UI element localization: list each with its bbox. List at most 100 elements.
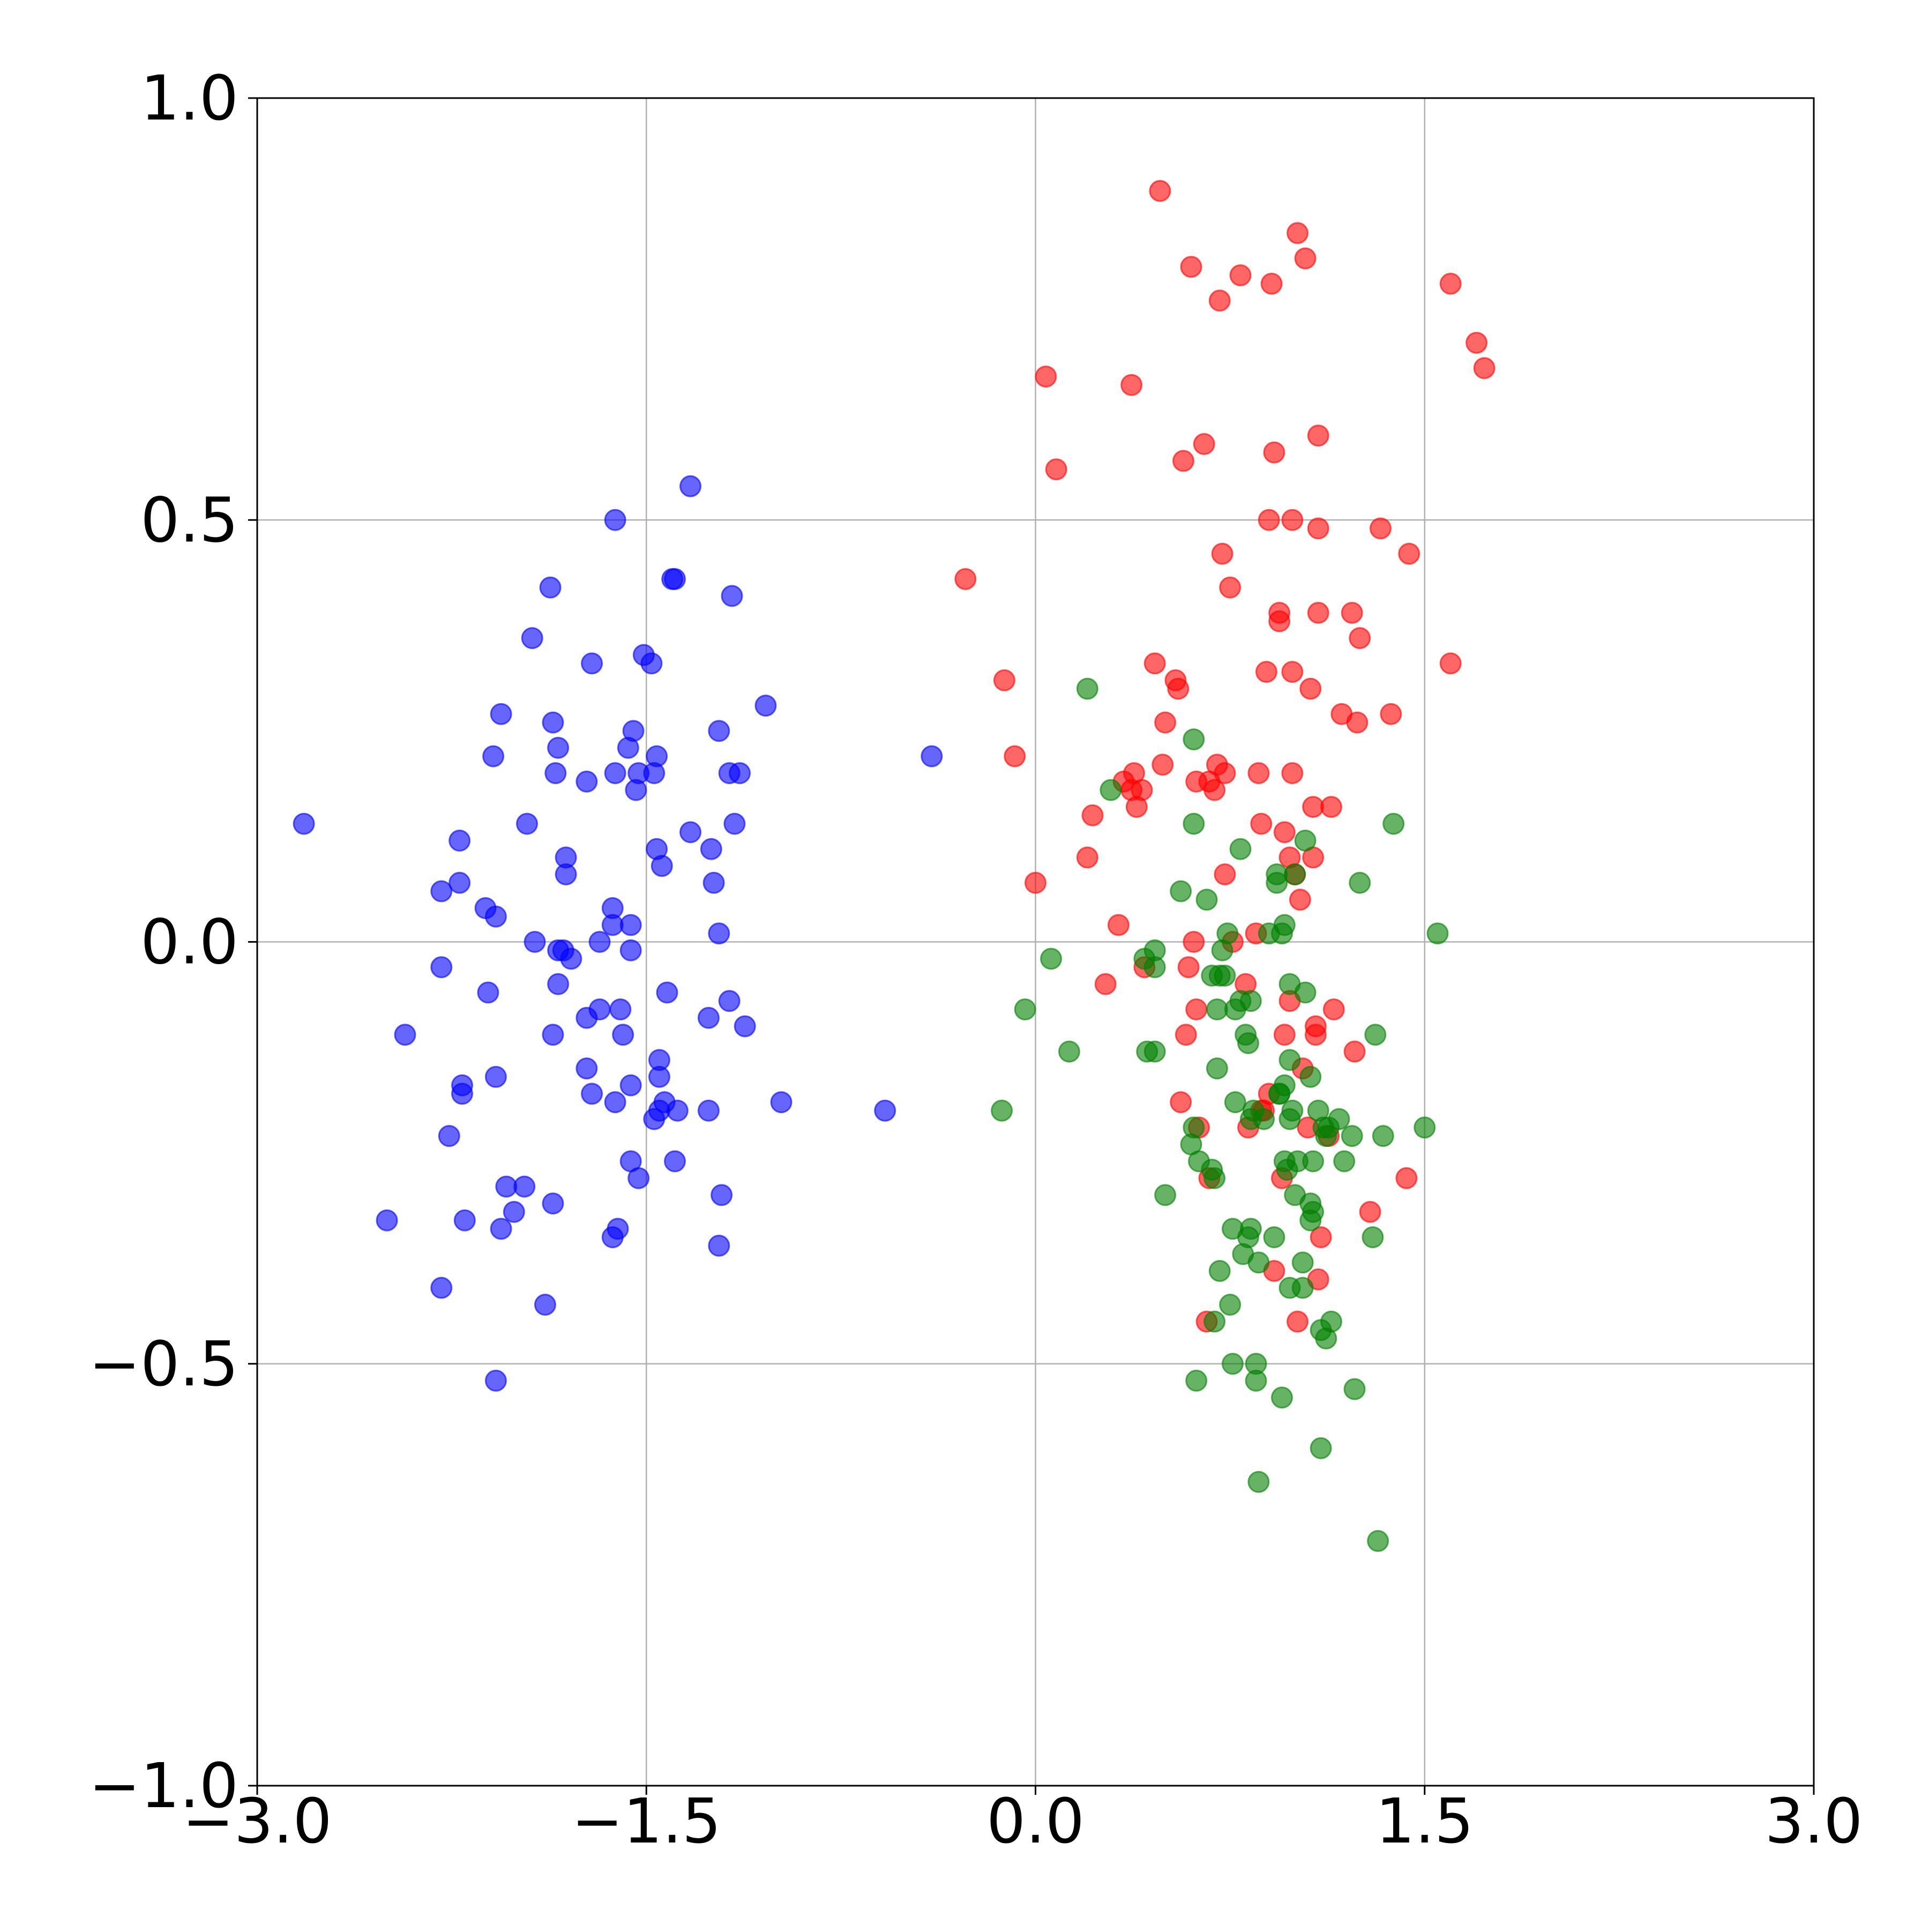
data-point (484, 1369, 507, 1392)
data-point (1239, 1218, 1262, 1240)
data-point (1343, 1378, 1366, 1400)
data-point (1307, 517, 1329, 540)
data-point (430, 880, 453, 902)
data-point (1229, 264, 1252, 287)
data-point (1203, 1310, 1226, 1333)
data-point (702, 871, 725, 894)
data-point (581, 652, 603, 675)
data-point (1426, 922, 1449, 945)
data-point (734, 1015, 756, 1038)
data-point (1322, 998, 1345, 1020)
data-point (1278, 1049, 1301, 1071)
data-point (1320, 1310, 1342, 1333)
data-point (1195, 889, 1218, 911)
data-point (723, 812, 746, 835)
data-point (1395, 1167, 1418, 1189)
data-point (1302, 1200, 1325, 1223)
data-point (1281, 509, 1304, 531)
data-point (581, 1083, 603, 1105)
data-point (484, 905, 507, 928)
data-point (700, 838, 722, 860)
data-point (1291, 1277, 1314, 1299)
data-point (1270, 1386, 1293, 1409)
data-point (555, 863, 577, 886)
data-point (1076, 846, 1098, 869)
data-point (1294, 247, 1317, 270)
data-point (1175, 1024, 1197, 1046)
data-point (1237, 1032, 1260, 1054)
data-point (1247, 1471, 1270, 1493)
data-point (954, 568, 977, 590)
data-point (607, 1218, 629, 1240)
data-point (1183, 931, 1205, 953)
data-point (619, 939, 642, 961)
data-point (451, 1083, 473, 1105)
data-point (588, 931, 611, 953)
data-point (490, 1218, 512, 1240)
data-point (1219, 1294, 1242, 1316)
data-point (604, 1091, 626, 1114)
data-point (430, 1277, 453, 1299)
data-point (1369, 517, 1392, 540)
x-tick-label: −1.5 (572, 1786, 721, 1858)
y-tick-label: 1.0 (140, 63, 238, 135)
data-point (1359, 1200, 1381, 1223)
data-point (453, 1209, 476, 1232)
data-point (1185, 998, 1208, 1020)
data-point (874, 1099, 896, 1122)
data-point (1341, 601, 1363, 624)
data-point (1346, 711, 1369, 734)
data-point (490, 703, 512, 725)
data-point (1263, 1226, 1285, 1249)
data-point (588, 998, 611, 1020)
data-point (513, 1175, 536, 1198)
data-point (542, 711, 564, 734)
x-tick-label: 0.0 (986, 1786, 1085, 1858)
data-point (1120, 374, 1143, 396)
data-point (651, 855, 673, 877)
data-point (1203, 1167, 1226, 1189)
data-point (1380, 703, 1402, 725)
data-point (697, 1099, 720, 1122)
data-point (1341, 1125, 1363, 1147)
data-point (524, 931, 546, 953)
x-tick-label: −3.0 (182, 1786, 332, 1858)
data-point (1183, 1116, 1205, 1139)
data-point (1260, 272, 1283, 295)
data-point (1107, 914, 1130, 936)
data-point (679, 475, 702, 497)
data-point (542, 1192, 564, 1215)
data-point (1172, 450, 1194, 472)
data-point (542, 1024, 564, 1046)
data-point (1216, 922, 1239, 945)
data-point (484, 1065, 507, 1088)
series-0-points (293, 475, 943, 1392)
data-point (1214, 964, 1236, 987)
data-point (656, 981, 678, 1004)
data-point (495, 1175, 518, 1198)
data-point (708, 720, 730, 742)
data-point (991, 1099, 1013, 1122)
data-point (1294, 830, 1317, 852)
data-point (1343, 1040, 1366, 1063)
data-point (1287, 222, 1309, 244)
axis-ticks: −3.0 −1.5 0.0 1.5 3.0 1.0 0.5 0.0 −0.5 −1.0 (89, 63, 1863, 1858)
series-2-points (991, 677, 1449, 1552)
data-point (448, 830, 471, 852)
data-point (1154, 1184, 1177, 1206)
data-point (1025, 871, 1046, 894)
data-point (1170, 880, 1192, 902)
data-point (1281, 762, 1304, 785)
data-point (1289, 889, 1311, 911)
data-point (1362, 1226, 1384, 1249)
data-point (993, 669, 1015, 691)
data-point (1004, 745, 1026, 767)
y-tick-label: 0.5 (140, 484, 238, 556)
data-point (664, 568, 686, 590)
data-point (1310, 1226, 1332, 1249)
data-point (1040, 948, 1063, 970)
data-point (1206, 1057, 1228, 1080)
data-point (1273, 1024, 1296, 1046)
